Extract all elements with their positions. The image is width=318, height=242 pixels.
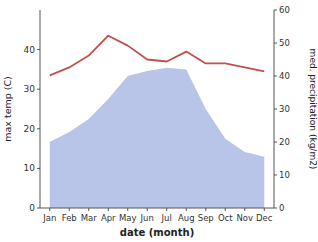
x-tick-label: Oct xyxy=(218,213,233,223)
y2-axis-label: med. precipitation (kg/m2) xyxy=(308,49,318,170)
x-tick-label: Aug xyxy=(178,213,195,223)
y-tick xyxy=(37,208,40,209)
y-tick xyxy=(37,49,40,50)
y-tick-label: 20 xyxy=(24,124,36,134)
y-tick-label: 40 xyxy=(24,45,36,55)
x-tick xyxy=(244,208,245,211)
y-tick xyxy=(37,89,40,90)
x-tick-label: Jan xyxy=(42,213,56,223)
x-tick xyxy=(166,208,167,211)
x-tick-label: Nov xyxy=(236,213,253,223)
y2-tick-label: 20 xyxy=(279,137,290,147)
y2-tick-label: 60 xyxy=(279,5,290,15)
x-tick xyxy=(147,208,148,211)
temperature-line xyxy=(50,36,265,76)
y-tick xyxy=(37,168,40,169)
y2-tick-label: 30 xyxy=(279,104,290,114)
y2-tick xyxy=(274,142,277,143)
x-tick xyxy=(186,208,187,211)
y2-tick xyxy=(274,175,277,176)
y-axis-line xyxy=(40,10,41,208)
chart: Jan Feb MarAprMayJun Jul AugSep OctNovDec 0 10 2… xyxy=(0,0,318,242)
x-tick-label: May xyxy=(119,213,137,223)
precipitation-area xyxy=(50,68,265,208)
x-tick xyxy=(127,208,128,211)
x-axis-line xyxy=(40,208,274,209)
y-tick xyxy=(37,128,40,129)
y2-tick xyxy=(274,10,277,11)
y2-tick-label: 0 xyxy=(279,203,284,213)
y2-tick xyxy=(274,43,277,44)
y-tick-label: 10 xyxy=(24,163,36,173)
y-tick-label: 30 xyxy=(24,84,36,94)
x-tick-label: Sep xyxy=(198,213,214,223)
x-tick xyxy=(264,208,265,211)
x-tick xyxy=(69,208,70,211)
x-tick xyxy=(225,208,226,211)
x-tick-label: Feb xyxy=(62,213,77,223)
y2-tick-label: 10 xyxy=(279,170,290,180)
x-tick xyxy=(88,208,89,211)
plot-area xyxy=(50,36,265,208)
y2-tick-label: 40 xyxy=(279,71,290,81)
x-axis-label: date (month) xyxy=(120,227,194,238)
x-tick xyxy=(205,208,206,211)
x-tick-label: Dec xyxy=(256,213,273,223)
y2-tick xyxy=(274,109,277,110)
y2-tick-label: 50 xyxy=(279,38,290,48)
x-tick-label: Jun xyxy=(140,213,154,223)
x-tick-label: Mar xyxy=(81,213,98,223)
y2-tick xyxy=(274,208,277,209)
x-tick xyxy=(49,208,50,211)
x-tick xyxy=(108,208,109,211)
x-tick-label: Apr xyxy=(101,213,116,223)
y-tick-label: 0 xyxy=(29,203,35,213)
y2-tick xyxy=(274,76,277,77)
y-axis-label: max temp (C) xyxy=(2,76,13,142)
x-tick-label: Jul xyxy=(161,213,172,223)
